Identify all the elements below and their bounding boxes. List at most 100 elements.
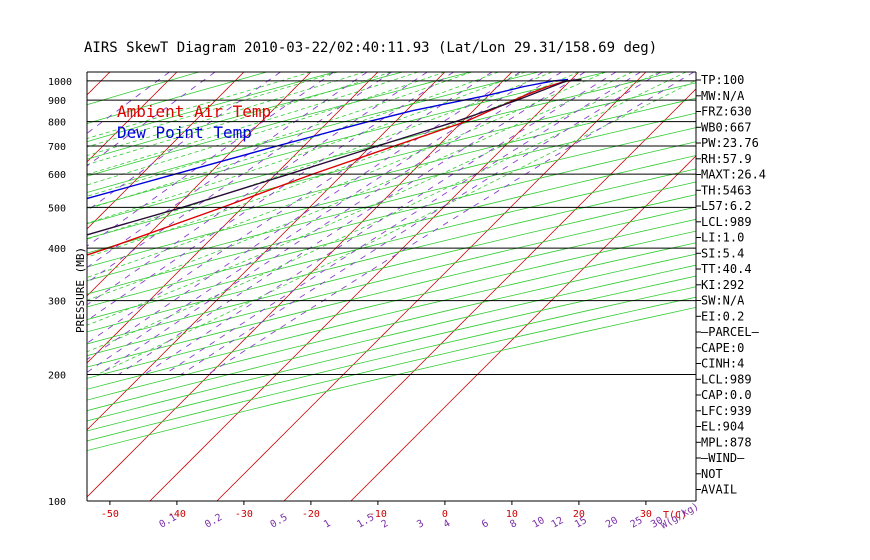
axis-ticks: 0.1 0.2 0.5 1 1.5 2 3 4 6 8 10 12 15 20 25 301002003004… [48, 77, 665, 531]
dry-adiabat-line [87, 82, 696, 239]
index-entry: SI:5.4 [701, 246, 744, 260]
moist-adiabat-line [87, 72, 633, 301]
mixing-ratio-line [180, 72, 662, 375]
mixing-ratio-label: 1 [322, 518, 333, 531]
bottom-temp-tick-label: 0 [442, 509, 448, 520]
moist-adiabat-line [97, 79, 696, 375]
index-entry: AVAIL [701, 483, 737, 497]
pressure-tick-label: 500 [48, 203, 66, 214]
mixing-ratio-label: 15 [573, 515, 589, 531]
index-entry: MPL:878 [701, 435, 752, 449]
moist-adiabat-line [87, 72, 580, 258]
index-entry: MW:N/A [701, 89, 745, 103]
bottom-temp-tick-label: 20 [573, 509, 585, 520]
index-entry: KI:292 [701, 278, 744, 292]
index-entry: LCL:989 [701, 372, 752, 386]
dry-adiabat-line [87, 168, 696, 320]
pressure-tick-label: 600 [48, 170, 66, 181]
moist-adiabat-line [87, 72, 312, 139]
index-entry: CINH:4 [701, 357, 744, 371]
pressure-tick-label: 800 [48, 118, 66, 129]
series-line-ambient-air-temp [87, 78, 582, 256]
index-entry: NOT [701, 467, 723, 481]
legend-ambient-air-temp: Ambient Air Temp [117, 102, 271, 121]
index-entry: –PARCEL– [701, 325, 760, 339]
pressure-tick-label: 100 [48, 497, 66, 508]
mixing-ratio-label: 6 [480, 518, 491, 531]
index-entry: EI:0.2 [701, 309, 744, 323]
bottom-temp-tick-label: -40 [168, 509, 186, 520]
bottom-temp-tick-label: 30 [640, 509, 652, 520]
legend-dew-point-temp: Dew Point Temp [117, 123, 252, 142]
bottom-temp-tick-label: -50 [101, 509, 119, 520]
dry-adiabat-line [87, 72, 335, 143]
mixing-ratio-label: 3 [415, 518, 426, 531]
dry-adiabat-line [87, 230, 696, 379]
index-entry: PW:23.76 [701, 136, 759, 150]
index-entry: TH:5463 [701, 183, 752, 197]
mixing-ratio-line [164, 72, 641, 375]
dry-adiabat-line [87, 72, 267, 124]
mixing-ratio-line [87, 72, 544, 373]
index-entry: TP:100 [701, 73, 744, 87]
legend: Ambient Air Temp Dew Point Temp [117, 102, 271, 142]
isotherm-line [350, 155, 696, 501]
moist-adiabat-line [87, 72, 526, 224]
isotherm-line [283, 88, 696, 501]
moist-adiabat-line [87, 72, 553, 240]
moist-adiabat-line [87, 72, 338, 148]
moist-adiabat-line [87, 72, 606, 278]
dry-adiabat-line [87, 253, 696, 401]
mixing-ratio-line [118, 72, 586, 375]
index-entry: L57:6.2 [701, 199, 752, 213]
dry-adiabat-line [87, 306, 696, 452]
chart-title: AIRS SkewT Diagram 2010-03-22/02:40:11.9… [84, 40, 657, 56]
mixing-ratio-line [87, 72, 392, 284]
index-entry: WB0:667 [701, 120, 752, 134]
dry-adiabat-line [87, 141, 696, 295]
dry-adiabat-line [87, 296, 696, 442]
dry-adiabat-line [87, 275, 696, 422]
index-entry: MAXT:26.4 [701, 168, 766, 182]
mixing-ratio-label: 12 [550, 515, 566, 531]
isotherm-line [87, 72, 245, 230]
mixing-ratio-line [87, 72, 428, 306]
index-entry: TT:40.4 [701, 262, 752, 276]
dry-adiabat-line [87, 72, 675, 225]
y-axis-label: PRESSURE (MB) [74, 247, 87, 333]
dry-adiabat-line [87, 206, 696, 357]
pressure-tick-label: 900 [48, 96, 66, 107]
bottom-temp-tick-label: -20 [302, 509, 320, 520]
bottom-temp-tick-label: 10 [506, 509, 518, 520]
pressure-tick-label: 200 [48, 371, 66, 382]
dry-adiabat-line [87, 112, 696, 268]
isotherm-line [87, 72, 513, 498]
dry-adiabat-line [87, 97, 696, 254]
moist-adiabat-line [87, 72, 472, 197]
index-entry: CAP:0.0 [701, 388, 752, 402]
pressure-tick-label: 1000 [48, 77, 72, 88]
moist-adiabat-line [87, 72, 499, 210]
dry-adiabat-line [87, 72, 200, 106]
mixing-ratio-label: 20 [604, 515, 620, 531]
isotherm-line [87, 72, 312, 297]
dry-adiabat-line [87, 264, 696, 412]
mixing-ratio-label: 25 [629, 515, 645, 531]
isotherm-line [87, 72, 178, 163]
mixing-ratio-line [87, 72, 493, 344]
dry-adiabat-line [87, 194, 696, 345]
index-entry: LCL:989 [701, 215, 752, 229]
pressure-tick-label: 300 [48, 297, 66, 308]
mixing-ratio-line [207, 72, 695, 375]
index-entry: FRZ:630 [701, 105, 752, 119]
series-line-parcel [87, 78, 582, 236]
index-entry: SW:N/A [701, 294, 745, 308]
mixing-ratio-label: 4 [442, 518, 453, 531]
mixing-ratio-line [87, 72, 521, 361]
dry-adiabat-line [87, 72, 607, 209]
mixing-ratio-label: 10 [531, 515, 547, 531]
series-line-dew-point-temp [87, 78, 569, 200]
dry-adiabat-line [87, 286, 696, 432]
